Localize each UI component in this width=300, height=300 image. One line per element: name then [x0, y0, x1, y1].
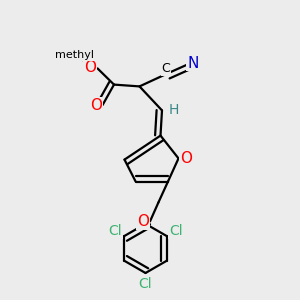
- Text: O: O: [84, 60, 96, 75]
- Text: O: O: [137, 214, 149, 230]
- Text: H: H: [168, 103, 178, 117]
- Text: Cl: Cl: [169, 224, 183, 238]
- Text: C: C: [161, 62, 170, 75]
- Text: Cl: Cl: [139, 277, 152, 290]
- Text: N: N: [187, 56, 199, 70]
- Text: methyl: methyl: [55, 50, 94, 60]
- Text: O: O: [90, 98, 102, 113]
- Text: O: O: [180, 151, 192, 166]
- Text: Cl: Cl: [108, 224, 122, 238]
